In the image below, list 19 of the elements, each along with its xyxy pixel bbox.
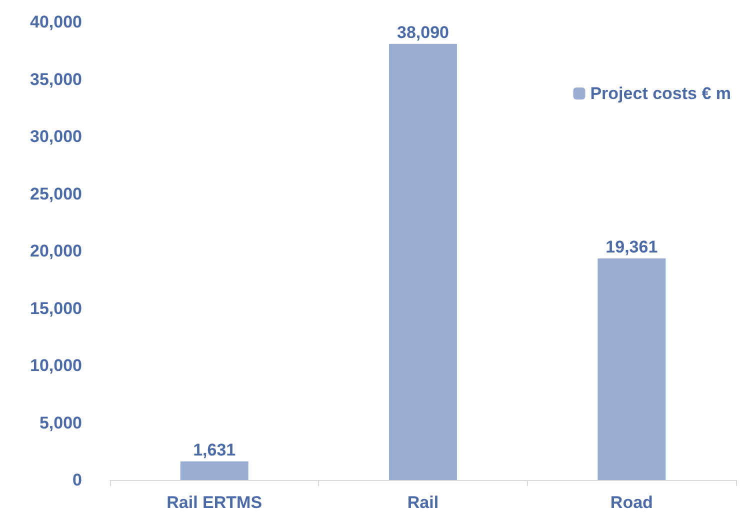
y-tick-label: 40,000: [30, 12, 82, 32]
bar: [598, 258, 666, 480]
y-tick-label: 15,000: [30, 298, 82, 318]
bar: [389, 44, 457, 480]
y-tick-label: 25,000: [30, 184, 82, 204]
x-tick-label: Rail: [407, 493, 439, 512]
y-tick-label: 35,000: [30, 70, 82, 89]
y-tick-label: 30,000: [30, 127, 82, 146]
legend-label: Project costs € m: [590, 84, 731, 103]
data-label: 1,631: [193, 440, 236, 460]
data-label: 38,090: [397, 22, 449, 42]
x-tick-label: Road: [610, 493, 653, 512]
y-tick-label: 20,000: [30, 242, 82, 260]
y-tick-label: 5,000: [39, 413, 82, 432]
y-tick-label: 0: [72, 470, 82, 490]
data-label: 19,361: [606, 237, 658, 256]
x-tick-label: Rail ERTMS: [166, 493, 262, 512]
y-tick-label: 10,000: [30, 356, 82, 375]
bar: [180, 461, 248, 480]
